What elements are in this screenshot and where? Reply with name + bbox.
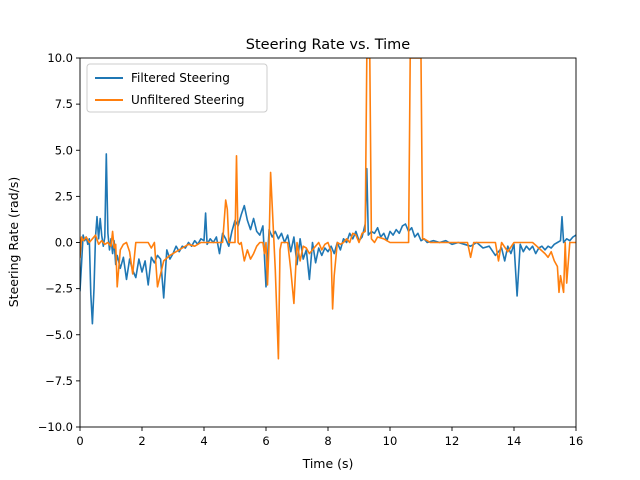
x-axis-label: Time (s) [302,456,354,471]
x-tick-label: 8 [324,434,331,448]
x-tick-label: 6 [262,434,269,448]
x-tick-label: 4 [200,434,207,448]
y-axis-label: Steering Rate (rad/s) [6,177,21,308]
x-tick-label: 0 [76,434,83,448]
plot-area [80,58,576,360]
legend-box [86,63,268,113]
x-tick-label: 10 [383,434,398,448]
y-tick-label: 10.0 [47,51,73,65]
legend-label: Unfiltered Steering [131,93,244,107]
x-tick-label: 2 [138,434,145,448]
y-tick-label: −2.5 [45,282,73,296]
y-tick-label: 2.5 [55,189,73,203]
y-tick-label: −5.0 [45,328,73,342]
legend: Filtered Steering Unfiltered Steering [86,63,268,113]
y-tick-label: −7.5 [45,374,73,388]
x-tick-label: 14 [507,434,522,448]
y-tick-label: 5.0 [55,143,73,157]
y-tick-label: −10.0 [38,420,73,434]
chart-title: Steering Rate vs. Time [246,37,410,53]
x-tick-label: 16 [569,434,584,448]
y-tick-label: 7.5 [55,97,73,111]
y-tick-label: 0.0 [55,236,73,250]
series-line-unfiltered [80,58,576,360]
legend-label: Filtered Steering [131,71,230,85]
axes: 0 2 4 6 8 10 12 14 16 −10.0 −7.5 −5.0 −2.5 0.0 2.5 5.0 7… [38,51,584,448]
x-tick-label: 12 [445,434,460,448]
series-line-filtered [80,153,576,325]
